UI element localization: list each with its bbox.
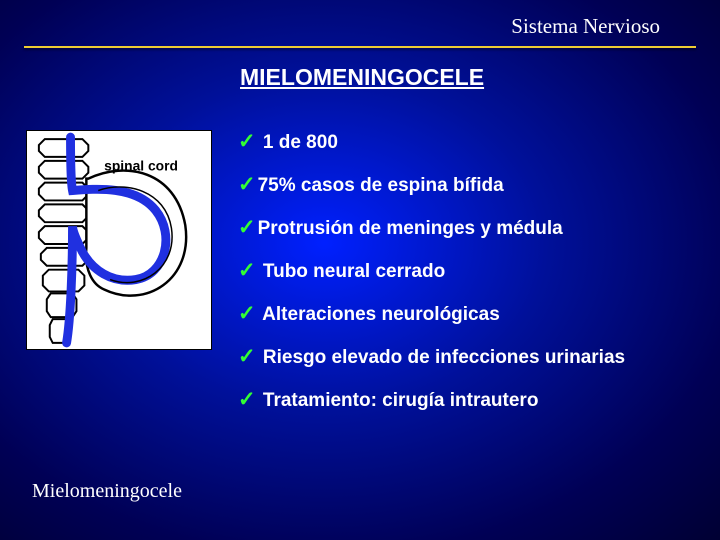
list-item: ✓ 1 de 800 <box>238 122 708 163</box>
check-icon: ✓ <box>238 173 256 196</box>
diagram-label: spinal cord <box>104 158 178 174</box>
bullet-text: Tubo neural cerrado <box>258 261 446 282</box>
bullet-text: Riesgo elevado de infecciones urinarias <box>258 347 625 368</box>
list-item: ✓ Riesgo elevado de infecciones urinaria… <box>238 337 708 378</box>
list-item: ✓Protrusión de meninges y médula <box>238 208 708 249</box>
section-header: Sistema Nervioso <box>511 14 660 39</box>
diagram-caption: Mielomeningocele <box>32 480 182 503</box>
bullet-list: ✓ 1 de 800 ✓75% casos de espina bífida ✓… <box>238 122 708 423</box>
divider <box>24 46 696 48</box>
check-icon: ✓ <box>238 345 256 368</box>
slide-title: MIELOMENINGOCELE <box>240 64 484 91</box>
bullet-text: 75% casos de espina bífida <box>258 175 504 196</box>
check-icon: ✓ <box>238 302 256 325</box>
list-item: ✓75% casos de espina bífida <box>238 165 708 206</box>
check-icon: ✓ <box>238 130 256 153</box>
anatomy-diagram: spinal cord <box>26 130 212 350</box>
check-icon: ✓ <box>238 259 256 282</box>
list-item: ✓ Alteraciones neurológicas <box>238 294 708 335</box>
bullet-text: Alteraciones neurológicas <box>258 304 500 325</box>
check-icon: ✓ <box>238 388 256 411</box>
list-item: ✓ Tratamiento: cirugía intrautero <box>238 380 708 421</box>
check-icon: ✓ <box>238 216 256 239</box>
list-item: ✓ Tubo neural cerrado <box>238 251 708 292</box>
bullet-text: Tratamiento: cirugía intrautero <box>258 390 539 411</box>
bullet-text: Protrusión de meninges y médula <box>258 218 563 239</box>
bullet-text: 1 de 800 <box>258 132 338 153</box>
